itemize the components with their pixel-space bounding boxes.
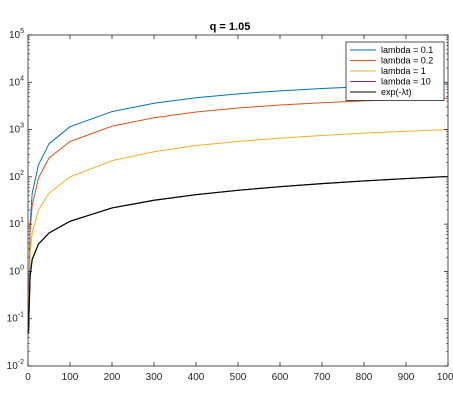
x-tick-label: 300	[146, 372, 163, 383]
legend-label-3: lambda = 10	[381, 77, 431, 87]
y-tick-label: 103	[9, 123, 24, 136]
y-tick-label: 10-1	[7, 312, 24, 325]
legend-label-0: lambda = 0.1	[381, 45, 433, 55]
y-tick-label: 104	[9, 75, 24, 88]
y-tick-label: 101	[9, 217, 24, 230]
x-tick-label: 700	[314, 372, 331, 383]
y-tick-label: 100	[9, 264, 24, 277]
legend-box	[345, 41, 445, 101]
legend-label-4: exp(-λt)	[381, 87, 412, 97]
x-tick-label: 500	[230, 372, 247, 383]
x-tick-label: 100	[62, 372, 79, 383]
x-tick-label: 0	[25, 372, 31, 383]
x-tick-label: 400	[188, 372, 205, 383]
legend-label-2: lambda = 1	[381, 66, 426, 76]
series-line-1	[27, 97, 449, 333]
x-tick-label: 200	[104, 372, 121, 383]
y-tick-label: 102	[9, 170, 24, 183]
x-tick-label: 800	[356, 372, 373, 383]
y-tick-label: 105	[9, 28, 24, 41]
series-line-4	[27, 175, 449, 333]
chart-title: q = 1.05	[210, 21, 251, 33]
axes-layer: 0 100 200 300 400 500 600 700 800 900 1000 10-2 10-1…	[7, 28, 453, 383]
x-tick-label: 1000	[437, 372, 453, 383]
series-line-2	[27, 129, 449, 333]
legend-label-1: lambda = 0.2	[381, 56, 433, 66]
x-tick-label: 600	[272, 372, 289, 383]
x-tick-label: 900	[398, 372, 415, 383]
y-tick-label: 10-2	[7, 359, 24, 372]
series-layer	[27, 83, 449, 333]
